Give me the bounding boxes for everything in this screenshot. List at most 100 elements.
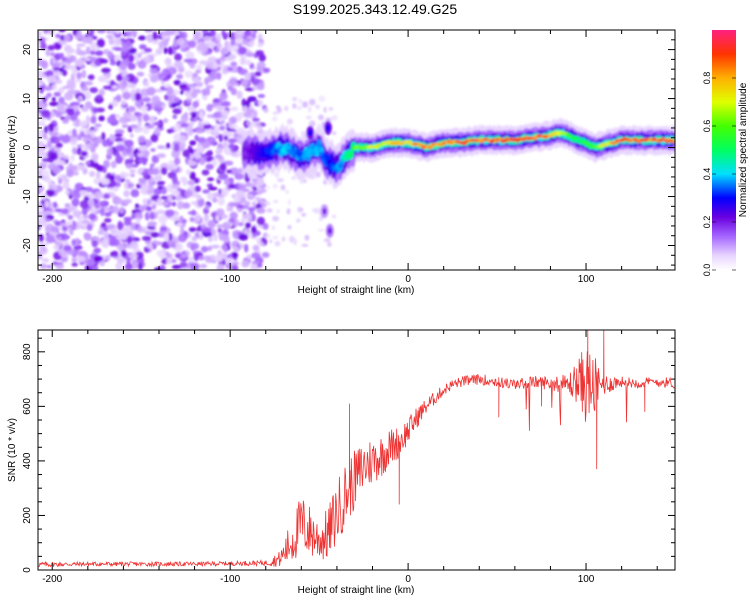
ridge-cell: [337, 163, 344, 169]
noise-speckle: [187, 130, 193, 137]
noise-speckle: [133, 262, 139, 268]
noise-speckle: [216, 263, 225, 270]
noise-speckle: [125, 39, 131, 48]
noise-speckle: [101, 132, 106, 141]
noise-speckle: [171, 189, 180, 197]
noise-speckle: [79, 120, 88, 128]
noise-speckle: [49, 110, 56, 118]
noise-speckle: [246, 119, 250, 127]
noise-speckle: [206, 156, 212, 162]
noise-speckle: [78, 95, 83, 101]
noise-speckle: [162, 30, 172, 36]
noise-speckle: [56, 236, 63, 241]
noise-speckle: [222, 222, 231, 230]
noise-speckle: [149, 64, 159, 69]
noise-speckle: [111, 85, 118, 89]
noise-speckle: [172, 114, 178, 120]
noise-speckle: [55, 110, 61, 118]
noise-speckle: [237, 167, 243, 174]
noise-speckle: [174, 97, 180, 103]
noise-speckle: [57, 160, 66, 166]
snr-y-tick-label: 400: [22, 452, 33, 469]
noise-speckle: [292, 97, 298, 102]
noise-speckle: [257, 177, 265, 187]
noise-speckle: [257, 42, 263, 48]
noise-speckle: [88, 30, 95, 36]
noise-speckle: [216, 33, 222, 42]
noise-speckle: [297, 206, 302, 213]
noise-speckle: [152, 121, 162, 126]
noise-speckle: [75, 58, 85, 68]
noise-speckle: [43, 125, 49, 134]
noise-speckle: [129, 47, 137, 55]
noise-speckle: [49, 51, 55, 57]
noise-speckle: [252, 33, 256, 38]
noise-speckle: [256, 66, 262, 71]
noise-speckle: [308, 98, 316, 106]
noise-speckle: [184, 70, 193, 78]
snr-y-tick-label: 0: [22, 567, 33, 573]
noise-speckle: [192, 77, 200, 83]
noise-speckle: [81, 206, 88, 216]
noise-speckle: [246, 193, 252, 197]
noise-speckle: [285, 189, 289, 194]
noise-speckle: [89, 170, 96, 177]
noise-speckle: [46, 141, 53, 149]
noise-speckle: [292, 103, 297, 109]
noise-speckle: [256, 257, 263, 262]
noise-speckle: [115, 155, 123, 164]
noise-speckle: [179, 261, 188, 268]
noise-speckle: [189, 216, 195, 223]
noise-speckle: [206, 103, 213, 112]
noise-speckle: [134, 211, 143, 220]
snr-y-tick-label: 800: [22, 343, 33, 360]
noise-speckle: [146, 184, 155, 193]
noise-speckle: [182, 178, 187, 187]
noise-speckle: [67, 214, 74, 220]
noise-speckle: [41, 157, 52, 163]
noise-speckle: [235, 38, 243, 45]
noise-speckle: [196, 137, 207, 143]
noise-speckle: [51, 84, 58, 91]
noise-speckle: [272, 111, 279, 115]
noise-speckle: [221, 109, 230, 117]
noise-speckle: [76, 164, 87, 170]
noise-speckle: [180, 253, 188, 259]
noise-speckle: [245, 99, 251, 108]
noise-speckle: [38, 131, 42, 139]
noise-speckle: [63, 34, 71, 42]
noise-speckle: [171, 184, 181, 190]
noise-speckle: [153, 239, 158, 245]
noise-speckle: [299, 179, 304, 184]
noise-speckle: [52, 166, 61, 174]
noise-speckle: [46, 75, 57, 84]
noise-speckle: [137, 157, 144, 164]
noise-speckle: [137, 152, 146, 158]
noise-speckle: [218, 125, 226, 131]
noise-speckle: [225, 263, 233, 270]
noise-speckle: [156, 180, 166, 185]
noise-speckle: [69, 154, 75, 162]
noise-speckle: [266, 185, 270, 190]
noise-speckle: [225, 257, 233, 263]
noise-speckle: [66, 108, 75, 116]
noise-speckle: [45, 235, 56, 244]
noise-speckle: [60, 135, 71, 144]
noise-speckle: [121, 100, 127, 106]
noise-speckle: [170, 243, 177, 249]
noise-speckle: [217, 228, 223, 233]
snr-panel: -200 -100 0 100 0 200 400 600 800 Height of stra…: [7, 329, 676, 596]
noise-speckle: [152, 40, 160, 45]
noise-speckle: [58, 96, 65, 104]
noise-speckle: [256, 207, 266, 214]
noise-speckle: [261, 252, 270, 258]
noise-speckle: [61, 69, 68, 77]
noise-speckle: [245, 222, 252, 229]
side-feature-core: [326, 124, 330, 132]
noise-speckle: [193, 89, 203, 94]
noise-speckle: [245, 52, 256, 57]
noise-speckle: [130, 124, 138, 129]
noise-speckle: [115, 113, 121, 119]
noise-speckle: [58, 178, 63, 185]
noise-speckle: [60, 208, 69, 215]
